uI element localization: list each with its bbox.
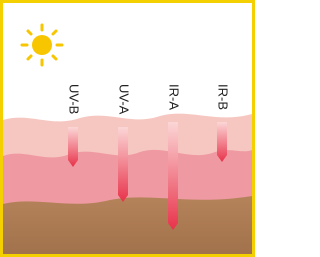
arrow-label: UV-A [117, 84, 132, 115]
arrow-ir-b [217, 122, 227, 162]
arrow-label: IR-B [216, 84, 231, 110]
arrow-uv-b [68, 127, 78, 167]
arrow-label: IR-A [167, 84, 182, 110]
arrow-label: UV-B [67, 84, 82, 114]
sun [22, 25, 62, 65]
arrow-ir-a [168, 122, 178, 230]
page: {"arrows": [{"label": "UV-B"}, {"label":… [0, 0, 255, 257]
subcutis [3, 196, 252, 257]
arrow-uv-a [118, 127, 128, 202]
skin-diagram: UV-B UV-A IR-A IR-B [0, 0, 255, 257]
